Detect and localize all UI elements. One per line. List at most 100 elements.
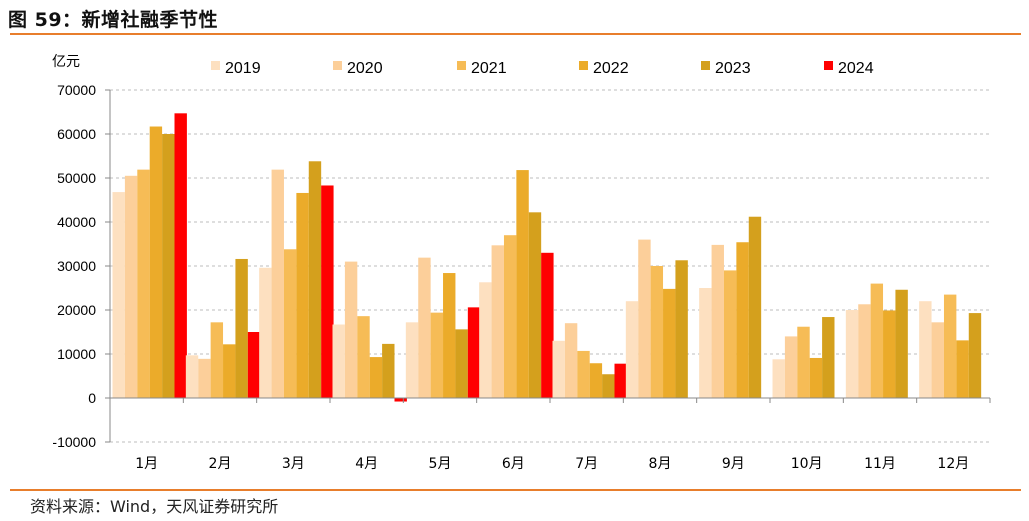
bar-2022-3 <box>369 357 383 398</box>
bar-2021-5 <box>503 235 517 398</box>
bar-2023-11 <box>968 313 982 398</box>
x-category-label: 7月 <box>575 456 598 472</box>
bar-2023-8 <box>748 216 762 398</box>
bar-2023-4 <box>455 329 468 398</box>
legend-swatch-2023 <box>701 61 710 70</box>
bar-2022-2 <box>296 192 309 398</box>
y-tick-label: 20000 <box>57 302 96 318</box>
y-axis-ticks: -10000 0 10000 20000 30000 40000 50000 60000 700… <box>52 82 111 450</box>
bar-2022-8 <box>736 242 749 398</box>
legend-label: 2021 <box>471 60 507 77</box>
bar-2023-10 <box>895 289 908 398</box>
bar-2023-3 <box>382 343 395 398</box>
bar-2021-2 <box>283 249 297 398</box>
y-tick-label: 10000 <box>57 346 96 362</box>
bars <box>112 113 982 402</box>
bar-2020-11 <box>931 322 944 398</box>
bar-2019-11 <box>919 301 932 398</box>
bar-2023-9 <box>822 317 835 398</box>
x-category-label: 3月 <box>282 456 305 472</box>
bar-2022-0 <box>149 126 163 399</box>
x-category-label: 4月 <box>355 456 378 472</box>
bar-2019-1 <box>185 355 199 398</box>
x-category-label: 12月 <box>937 456 969 472</box>
y-unit-label: 亿元 <box>52 54 80 70</box>
bar-2022-7 <box>663 288 676 398</box>
bar-2023-1 <box>235 258 248 398</box>
bar-2020-2 <box>271 169 284 398</box>
bar-2021-7 <box>650 266 664 398</box>
bar-2020-10 <box>858 304 871 398</box>
legend-swatch-2020 <box>333 61 342 70</box>
legend-swatch-2021 <box>457 61 466 70</box>
bar-2021-6 <box>577 350 590 398</box>
legend-label: 2022 <box>593 60 629 77</box>
y-tick-label: -10000 <box>52 434 96 450</box>
y-tick-label: 50000 <box>57 170 96 186</box>
x-axis: 1月 2月 3月 4月 5月 6月 7月 8月 9月 10月 11月 12月 <box>109 397 991 472</box>
x-category-label: 5月 <box>429 456 452 472</box>
legend: 2019 2020 2021 2022 2023 2024 <box>211 60 874 77</box>
bottom-rule <box>10 489 1021 491</box>
bar-2019-8 <box>699 288 712 398</box>
bar-2022-10 <box>883 310 896 398</box>
bar-2024-5 <box>541 252 554 398</box>
bar-2021-0 <box>137 169 150 398</box>
legend-label: 2023 <box>715 60 751 77</box>
bar-2020-7 <box>638 239 651 398</box>
bar-2021-3 <box>357 316 370 398</box>
bar-2019-3 <box>332 324 345 398</box>
x-category-label: 10月 <box>791 456 823 472</box>
source-note: 资料来源：Wind，天风证券研究所 <box>30 497 279 516</box>
legend-label: 2024 <box>838 60 874 77</box>
y-tick-label: 30000 <box>57 258 96 274</box>
x-category-label: 1月 <box>135 456 158 472</box>
bar-2020-5 <box>491 245 504 398</box>
bar-2019-7 <box>625 301 639 398</box>
top-rule <box>10 33 1021 35</box>
legend-label: 2019 <box>225 60 261 77</box>
bar-2024-1 <box>247 332 261 398</box>
y-tick-label: 60000 <box>57 126 96 142</box>
bar-2023-5 <box>528 212 542 398</box>
legend-swatch-2024 <box>824 61 833 70</box>
bar-2023-0 <box>162 134 175 398</box>
bar-2020-8 <box>711 244 724 398</box>
bar-2020-0 <box>124 175 138 398</box>
bar-2021-10 <box>870 283 884 398</box>
bar-2019-2 <box>259 267 272 398</box>
legend-swatch-2019 <box>211 61 220 70</box>
bar-2019-4 <box>405 322 419 398</box>
bar-2024-4 <box>467 307 481 398</box>
x-category-label: 9月 <box>722 456 745 472</box>
y-tick-label: 70000 <box>57 82 96 98</box>
bar-2020-1 <box>198 358 211 398</box>
bar-2019-0 <box>112 192 125 398</box>
bar-2019-5 <box>479 282 492 398</box>
bar-2022-11 <box>956 340 969 398</box>
bar-2022-4 <box>443 273 456 398</box>
bar-2022-6 <box>589 363 603 398</box>
x-category-label: 2月 <box>209 456 232 472</box>
bar-2023-7 <box>675 260 688 398</box>
bar-2020-6 <box>564 323 578 398</box>
bar-2019-10 <box>845 310 859 398</box>
bar-2023-2 <box>308 161 322 398</box>
bar-2022-1 <box>223 344 236 398</box>
bar-2024-6 <box>614 363 627 398</box>
bar-2021-1 <box>210 322 224 398</box>
x-category-label: 8月 <box>649 456 672 472</box>
bar-2021-9 <box>797 326 810 398</box>
bar-2021-4 <box>430 312 444 398</box>
bar-2021-11 <box>943 294 957 398</box>
bar-2019-6 <box>552 340 565 398</box>
bar-2020-9 <box>784 336 798 398</box>
legend-swatch-2022 <box>579 61 588 70</box>
x-category-label: 6月 <box>502 456 525 472</box>
bar-2020-3 <box>344 261 358 398</box>
y-tick-label: 40000 <box>57 214 96 230</box>
x-category-label: 11月 <box>864 456 896 472</box>
y-tick-label: 0 <box>88 390 96 406</box>
bar-2019-9 <box>772 359 785 398</box>
